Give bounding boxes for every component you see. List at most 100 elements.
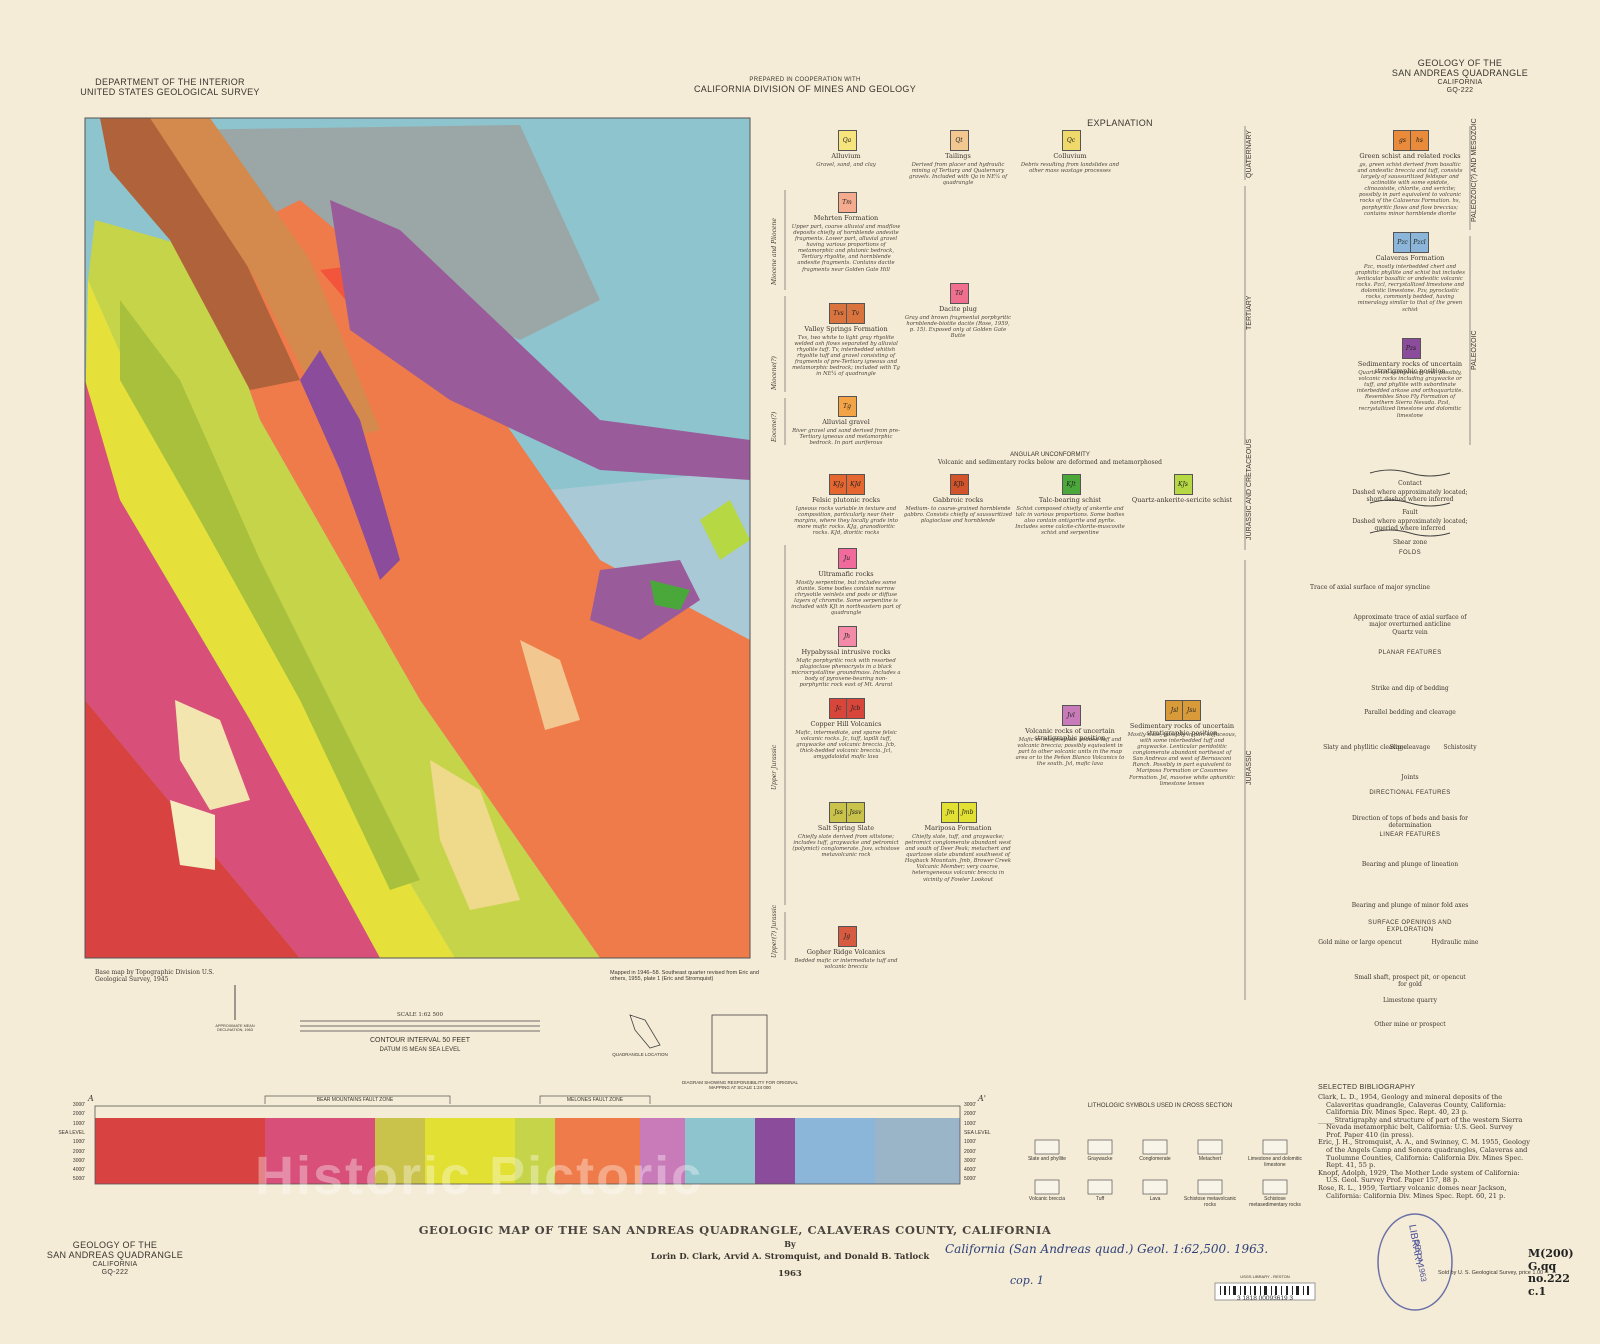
elevation-label: 2000'	[964, 1111, 977, 1118]
map-symbol-label: Dashed where approximately located; quer…	[1352, 518, 1468, 532]
lithology-label: Schistose metavolcanic rocks	[1183, 1196, 1237, 1208]
map-symbol-label: Slaty and phyllitic cleavage	[1323, 744, 1407, 751]
unit-name: Mariposa Formation	[924, 824, 992, 832]
unit-swatch: Ju	[837, 548, 857, 569]
unit-name: Sedimentary rocks of uncertain stratigra…	[1129, 722, 1235, 738]
barcode-number: 3 1818 00093619 3	[1236, 1295, 1294, 1302]
unit-description: Schist composed chiefly of ankerite and …	[1015, 506, 1125, 537]
california-outline	[629, 1014, 661, 1049]
map-symbol-label: Limestone quarry	[1383, 997, 1437, 1004]
datum: DATUM IS MEAN SEA LEVEL	[379, 1047, 461, 1053]
age-label: PALEOZOIC	[1471, 330, 1478, 370]
lithology-label: Lava	[1149, 1196, 1161, 1202]
unit-name: Salt Spring Slate	[817, 824, 875, 832]
elevation-label: 1000'	[964, 1139, 977, 1146]
unit-swatch: Tm	[837, 192, 857, 213]
subage-label: Upper(?) Jurassic	[771, 904, 778, 958]
library-stamp	[1377, 1213, 1453, 1311]
map-symbol-label: Shear zone	[1392, 539, 1428, 546]
unit-swatch: KJd	[846, 474, 865, 495]
fault-zone: MELONES FAULT ZONE	[566, 1097, 624, 1103]
unit-swatch: Qc	[1061, 130, 1081, 151]
map-symbol-label: Joints	[1401, 774, 1419, 781]
lithology-label: Slate and phyllite	[1027, 1156, 1067, 1162]
subage-label: Upper Jurassic	[771, 744, 778, 790]
unit-swatch: Jss	[829, 802, 848, 823]
scale-bar	[300, 1020, 540, 1032]
map-symbol-label: Schistosity	[1443, 744, 1477, 751]
unit-name: Green schist and related rocks	[1359, 152, 1461, 160]
unit-swatch: Jh	[837, 626, 857, 647]
explanation-title: EXPLANATION	[1087, 118, 1153, 128]
bibliography-title: SELECTED BIBLIOGRAPHY	[1318, 1084, 1416, 1091]
map-symbol-label: Parallel bedding and cleavage	[1364, 709, 1456, 716]
geologic-map	[85, 118, 750, 958]
elevation-label: 1000'	[72, 1139, 85, 1146]
agency: DEPARTMENT OF THE INTERIOR UNITED STATES …	[70, 77, 270, 98]
authors: Lorin D. Clark, Arvid A. Stromquist, and…	[650, 1252, 930, 1262]
unit-description: Mostly serpentine, but includes some dun…	[791, 580, 901, 617]
unit-swatch: Jc	[829, 698, 848, 719]
elevation-label: 5000'	[72, 1176, 85, 1183]
footer-line: GQ-222	[101, 1268, 129, 1276]
base-map-note: Base map by Topographic Division U.S. Ge…	[95, 969, 215, 983]
age-label: JURASSIC	[1246, 750, 1253, 785]
unit-swatch: hs	[1410, 130, 1429, 151]
call-number: M(200) G.qq no.222 c.1	[1528, 1247, 1574, 1298]
scale-label: SCALE 1:62 500	[397, 1012, 443, 1018]
map-symbol-label: FOLDS	[1398, 550, 1421, 556]
agency-line: DEPARTMENT OF THE INTERIOR	[95, 77, 245, 87]
unit-swatch: KJb	[949, 474, 969, 495]
unit-name: Sedimentary rocks of uncertain stratigra…	[1357, 360, 1463, 376]
symbol-line	[1369, 529, 1451, 537]
bibliography-entry: _____Stratigraphy and structure of part …	[1318, 1115, 1523, 1139]
elevation-label: SEA LEVEL	[964, 1129, 991, 1136]
map-border	[84, 117, 751, 959]
elevation-label: 3000'	[72, 1157, 85, 1164]
bibliography-entry: Rose, R. L., 1959, Tertiary volcanic dom…	[1318, 1183, 1507, 1200]
map-symbol-label: SURFACE OPENINGS AND EXPLORATION	[1368, 920, 1452, 933]
cooperation-line: CALIFORNIA DIVISION OF MINES AND GEOLOGY	[693, 83, 917, 94]
unit-swatch: Pzs	[1401, 338, 1421, 359]
lithology-label: Metachert	[1198, 1156, 1222, 1162]
unit-description: Debris resulting from landslides and oth…	[1020, 162, 1120, 175]
lithology-label: Limestone and dolomitic limestone	[1248, 1156, 1302, 1168]
unit-swatch: KJg	[829, 474, 848, 495]
section-start: A	[88, 1094, 94, 1103]
map-symbol-label: DIRECTIONAL FEATURES	[1369, 790, 1451, 796]
unit-description: Upper part, coarse alluvial and mudflow …	[791, 224, 901, 273]
age-label: QUATERNARY	[1246, 130, 1253, 178]
fault-zone: BEAR MOUNTAINS FAULT ZONE	[316, 1097, 394, 1103]
year: 1963	[778, 1269, 802, 1279]
elevation-label: 2000'	[72, 1148, 85, 1155]
lithology-label: Tuff	[1095, 1196, 1105, 1202]
map-symbol-label: Gold mine or large opencut	[1318, 939, 1402, 946]
unit-swatch: Qa	[837, 130, 857, 151]
map-symbol-label: Contact	[1398, 480, 1422, 487]
elevation-label: 4000'	[964, 1167, 977, 1174]
symbol-line	[1369, 469, 1451, 477]
unit-description: gs, green schist derived from basaltic a…	[1357, 162, 1463, 217]
unit-swatch: Jmb	[958, 802, 977, 823]
map-symbol-label: Other mine or prospect	[1374, 1021, 1446, 1028]
unit-description: Mafic or intermediate bedded tuff and vo…	[1015, 737, 1125, 768]
unit-description: Igneous rocks variable in texture and co…	[794, 506, 898, 537]
unconformity: ANGULAR UNCONFORMITY	[1010, 452, 1090, 458]
unit-name: Felsic plutonic rocks	[811, 496, 881, 504]
elevation-label: 2000'	[964, 1148, 977, 1155]
unit-description: Gravel, sand, and clay	[816, 162, 876, 168]
unit-name: Talc-bearing schist	[1038, 496, 1102, 504]
unit-name: Colluvium	[1053, 152, 1087, 160]
bibliography-entry: Eric, J. H., Stromquist, A. A., and Swin…	[1318, 1138, 1530, 1170]
map-symbol-label: PLANAR FEATURES	[1378, 650, 1442, 656]
unit-description: Bedded mafic or intermediate tuff and vo…	[794, 958, 898, 971]
contour-interval: CONTOUR INTERVAL 50 FEET	[369, 1037, 471, 1044]
cooperation-line: PREPARED IN COOPERATION WITH	[749, 77, 861, 83]
unit-swatch: KJt	[1061, 474, 1081, 495]
sheet-id-line: GQ-222	[1446, 86, 1474, 94]
symbol-line	[1369, 499, 1451, 507]
unit-description: Tvs, two white to light gray rhyolite we…	[792, 335, 900, 378]
unit-description: Mostly slate, possibly in part tuffaceou…	[1127, 732, 1237, 787]
